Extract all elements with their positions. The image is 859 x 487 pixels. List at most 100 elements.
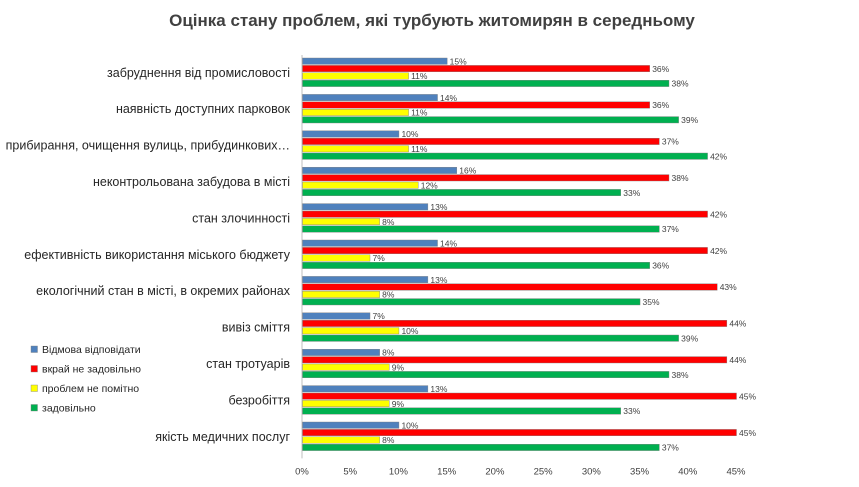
data-label: 45% [739, 391, 756, 401]
category-label: екологічний стан в місті, в окремих райо… [36, 284, 291, 298]
bar-відмова-відповідати [302, 94, 438, 102]
data-label: 13% [430, 202, 447, 212]
category-label: стан злочинності [192, 211, 290, 225]
bar-вкрай-не-задовільно [302, 174, 670, 182]
bar-проблем-не-помітно [302, 327, 400, 335]
data-label: 11% [411, 71, 428, 81]
data-label: 38% [671, 173, 688, 183]
data-label: 8% [382, 217, 395, 227]
data-label: 16% [459, 166, 476, 176]
x-tick-label: 45% [726, 466, 746, 477]
bar-задовільно [302, 298, 641, 306]
data-label: 12% [421, 180, 438, 190]
legend-swatch-проблем-не-помітно [30, 384, 38, 392]
category-label: неконтрольована забудова в місті [93, 175, 290, 189]
x-tick-label: 0% [295, 466, 309, 477]
data-label: 15% [450, 56, 467, 66]
category-label: вивіз сміття [222, 321, 290, 335]
bar-відмова-відповідати [302, 385, 429, 393]
bar-проблем-не-помітно [302, 72, 409, 80]
bar-відмова-відповідати [302, 349, 380, 356]
plot-area: 15% 36% 11% 38% 14% 36% 11% 39% 10% 37% 11% 42% 16% 3… [302, 56, 756, 453]
data-label: 13% [430, 275, 447, 285]
category-label: безробіття [229, 393, 291, 407]
bar-вкрай-не-задовільно [302, 65, 650, 73]
category-label: стан тротуарів [206, 357, 290, 371]
data-label: 7% [373, 253, 386, 263]
data-label: 11% [411, 144, 428, 154]
bar-вкрай-не-задовільно [302, 356, 728, 364]
data-label: 37% [662, 224, 679, 234]
data-label: 9% [392, 362, 405, 372]
category-label: прибирання, очищення вулиць, прибудинков… [6, 139, 290, 153]
bar-відмова-відповідати [302, 130, 400, 138]
bar-проблем-не-помітно [302, 436, 380, 444]
bar-вкрай-не-задовільно [302, 283, 718, 291]
bar-задовільно [302, 152, 708, 160]
data-label: 10% [401, 326, 418, 336]
legend-swatch-відмова-відповідати [30, 345, 38, 353]
bar-вкрай-не-задовільно [302, 320, 728, 327]
bar-проблем-не-помітно [302, 291, 380, 298]
data-label: 14% [440, 238, 457, 248]
bar-проблем-не-помітно [302, 363, 390, 371]
bar-задовільно [302, 189, 621, 196]
bar-проблем-не-помітно [302, 145, 409, 153]
x-tick-label: 15% [437, 466, 457, 477]
data-label: 10% [401, 420, 418, 430]
bar-відмова-відповідати [302, 276, 429, 283]
data-label: 10% [401, 129, 418, 139]
x-tick-label: 10% [389, 466, 409, 477]
data-label: 44% [729, 355, 746, 365]
data-label: 37% [662, 137, 679, 147]
data-label: 35% [643, 297, 660, 307]
bar-задовільно [302, 444, 660, 451]
bar-задовільно [302, 262, 650, 269]
x-axis: 0% 5% 10% 15% 20% 25% 30% 35% 40% 45% забруднення … [6, 55, 746, 477]
bar-задовільно [302, 225, 660, 233]
category-label: наявність доступних парковок [116, 102, 291, 116]
data-label: 37% [662, 443, 679, 453]
x-tick-label: 40% [678, 466, 698, 477]
bar-проблем-не-помітно [302, 108, 409, 116]
data-label: 8% [382, 290, 395, 300]
legend-swatch-задовільно [30, 404, 38, 412]
bar-задовільно [302, 79, 670, 87]
bar-відмова-відповідати [302, 203, 429, 211]
legend-swatch-вкрай-не-задовільно [30, 365, 38, 373]
data-label: 39% [681, 115, 698, 125]
data-label: 9% [392, 399, 405, 409]
data-label: 42% [710, 151, 727, 161]
bar-вкрай-не-задовільно [302, 429, 737, 436]
bar-задовільно [302, 407, 621, 415]
chart-title: Оцінка стану проблем, які турбують житом… [169, 11, 695, 30]
data-label: 42% [710, 246, 727, 256]
data-label: 14% [440, 93, 457, 103]
x-tick-label: 20% [485, 466, 505, 477]
data-label: 33% [623, 406, 640, 416]
data-label: 33% [623, 188, 640, 198]
bar-відмова-відповідати [302, 239, 438, 247]
bar-вкрай-не-задовільно [302, 210, 708, 218]
x-tick-label: 5% [343, 466, 357, 477]
legend-label: вкрай не задовільно [42, 364, 141, 376]
data-label: 36% [652, 261, 669, 271]
x-tick-label: 35% [630, 466, 650, 477]
data-label: 39% [681, 333, 698, 343]
bar-задовільно [302, 334, 679, 342]
legend-label: проблем не помітно [42, 383, 139, 395]
data-label: 38% [671, 370, 688, 380]
bar-відмова-відповідати [302, 312, 371, 320]
bar-проблем-не-помітно [302, 218, 380, 225]
data-label: 7% [373, 311, 386, 321]
bar-вкрай-не-задовільно [302, 137, 660, 145]
bar-вкрай-не-задовільно [302, 247, 708, 254]
legend: Відмова відповідати вкрай не задовільно пр… [30, 344, 141, 415]
data-label: 42% [710, 209, 727, 219]
bar-відмова-відповідати [302, 166, 458, 174]
bar-відмова-відповідати [302, 57, 448, 65]
legend-label: Відмова відповідати [42, 344, 141, 356]
category-label: ефективність використання міського бюдже… [24, 248, 290, 262]
